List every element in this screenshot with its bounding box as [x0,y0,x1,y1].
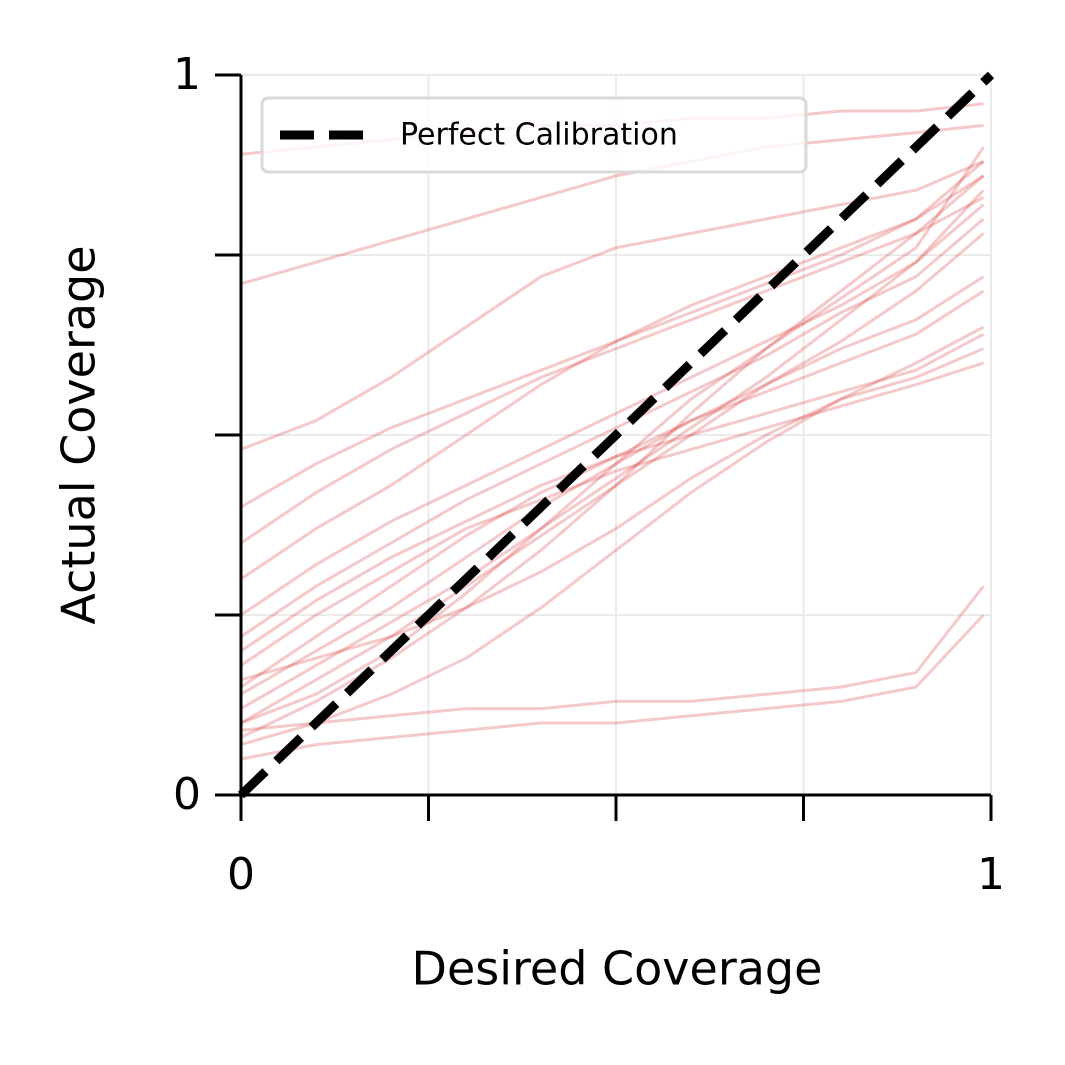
x-tick-label: 1 [977,849,1005,900]
calibration-curve [240,289,985,689]
x-axis-label: Desired Coverage [412,942,823,996]
calibration-curve [240,585,985,732]
calibration-curve [240,325,985,747]
reference-line [237,71,995,799]
calibration-curve [240,123,984,286]
calibration-curve [240,232,985,725]
calibration-curve [240,160,985,451]
legend-box [260,96,808,174]
y-tick-label: 0 [173,769,201,820]
legend-label: Perfect Calibration [400,118,678,153]
calibration-curve [240,613,985,761]
x-tick-label: 0 [227,849,255,900]
calibration-curve [240,203,985,617]
calibration-curve [240,217,985,638]
calibration-curve [240,146,985,725]
calibration-curve [240,189,985,710]
calibration-curve [240,275,985,696]
calibration-curve [240,332,985,653]
y-axis-label: Actual Coverage [52,245,106,624]
calibration-curve [240,174,985,509]
y-tick-label: 1 [173,49,201,100]
calibration-curve [240,347,985,682]
calibration-curve [240,160,985,581]
calibration-curve [240,196,985,545]
calibration-curve [240,361,984,667]
